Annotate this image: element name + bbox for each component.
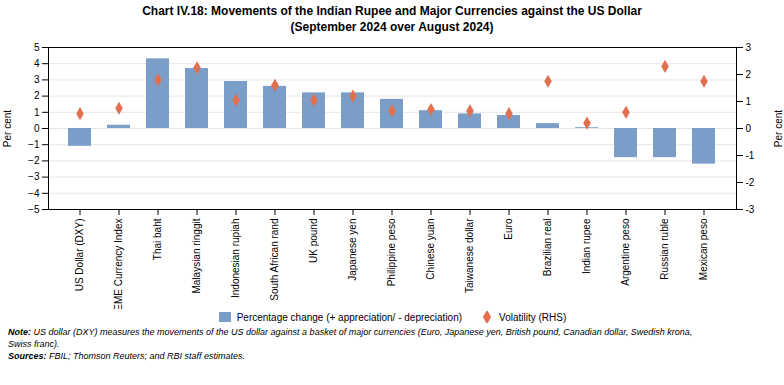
svg-text:3: 3: [34, 74, 40, 85]
svg-text:1: 1: [34, 107, 40, 118]
svg-text:−3: −3: [28, 171, 40, 182]
svg-text:Euro: Euro: [503, 218, 514, 240]
svg-text:Indian rupee: Indian rupee: [581, 218, 592, 274]
svg-text:4: 4: [34, 58, 40, 69]
svg-text:Per cent: Per cent: [2, 110, 13, 147]
svg-text:Malaysian ringgit: Malaysian ringgit: [191, 218, 202, 293]
svg-text:−1: −1: [28, 139, 40, 150]
svg-text:Taiwanese dollar: Taiwanese dollar: [464, 218, 475, 293]
svg-text:0: 0: [746, 123, 752, 134]
svg-text:Argentine peso: Argentine peso: [620, 218, 631, 286]
svg-text:-2: -2: [746, 177, 755, 188]
svg-text:-3: -3: [746, 204, 755, 215]
svg-text:Chinese yuan: Chinese yuan: [425, 219, 436, 280]
svg-text:Japanese yen: Japanese yen: [347, 219, 358, 281]
svg-text:−5: −5: [28, 204, 40, 215]
svg-text:5: 5: [34, 42, 40, 53]
svg-text:Philippine peso: Philippine peso: [386, 218, 397, 286]
svg-text:-1: -1: [746, 150, 755, 161]
svg-text:Brazilian real: Brazilian real: [542, 219, 553, 277]
svg-text:1: 1: [746, 96, 752, 107]
svg-text:Per cent: Per cent: [773, 110, 784, 147]
svg-text:Indonesian rupiah: Indonesian rupiah: [230, 219, 241, 299]
html-text:Volatility (RHS): Volatility (RHS): [499, 311, 567, 323]
svg-text:UK pound: UK pound: [308, 219, 319, 263]
svg-text:2: 2: [746, 69, 752, 80]
svg-text:Russian ruble: Russian ruble: [659, 218, 670, 280]
svg-text:2: 2: [34, 90, 40, 101]
svg-text:US Dollar (DXY): US Dollar (DXY): [74, 219, 85, 292]
svg-text:−2: −2: [28, 155, 40, 166]
svg-text:3: 3: [746, 42, 752, 53]
svg-text:EME Currency Index: EME Currency Index: [113, 219, 124, 310]
svg-text:Thai baht: Thai baht: [152, 218, 163, 260]
svg-text:Mexican peso: Mexican peso: [698, 218, 709, 280]
html-text:Chart IV.18: Movements of the: Chart IV.18: Movements of the Indian Rup…: [142, 4, 642, 34]
svg-text:South African rand: South African rand: [269, 219, 280, 301]
html-text:Sources: FBIL; Thomson Reuters: Sources: FBIL; Thomson Reuters; and RBI …: [8, 350, 246, 361]
html-text:Percentage change (+ appreciat: Percentage change (+ appreciation/ - dep…: [236, 311, 463, 323]
html-text:Note: US dollar (DXY) measures: Note: US dollar (DXY) measures the movem…: [8, 327, 693, 349]
svg-text:0: 0: [34, 123, 40, 134]
svg-text:−4: −4: [28, 188, 40, 199]
